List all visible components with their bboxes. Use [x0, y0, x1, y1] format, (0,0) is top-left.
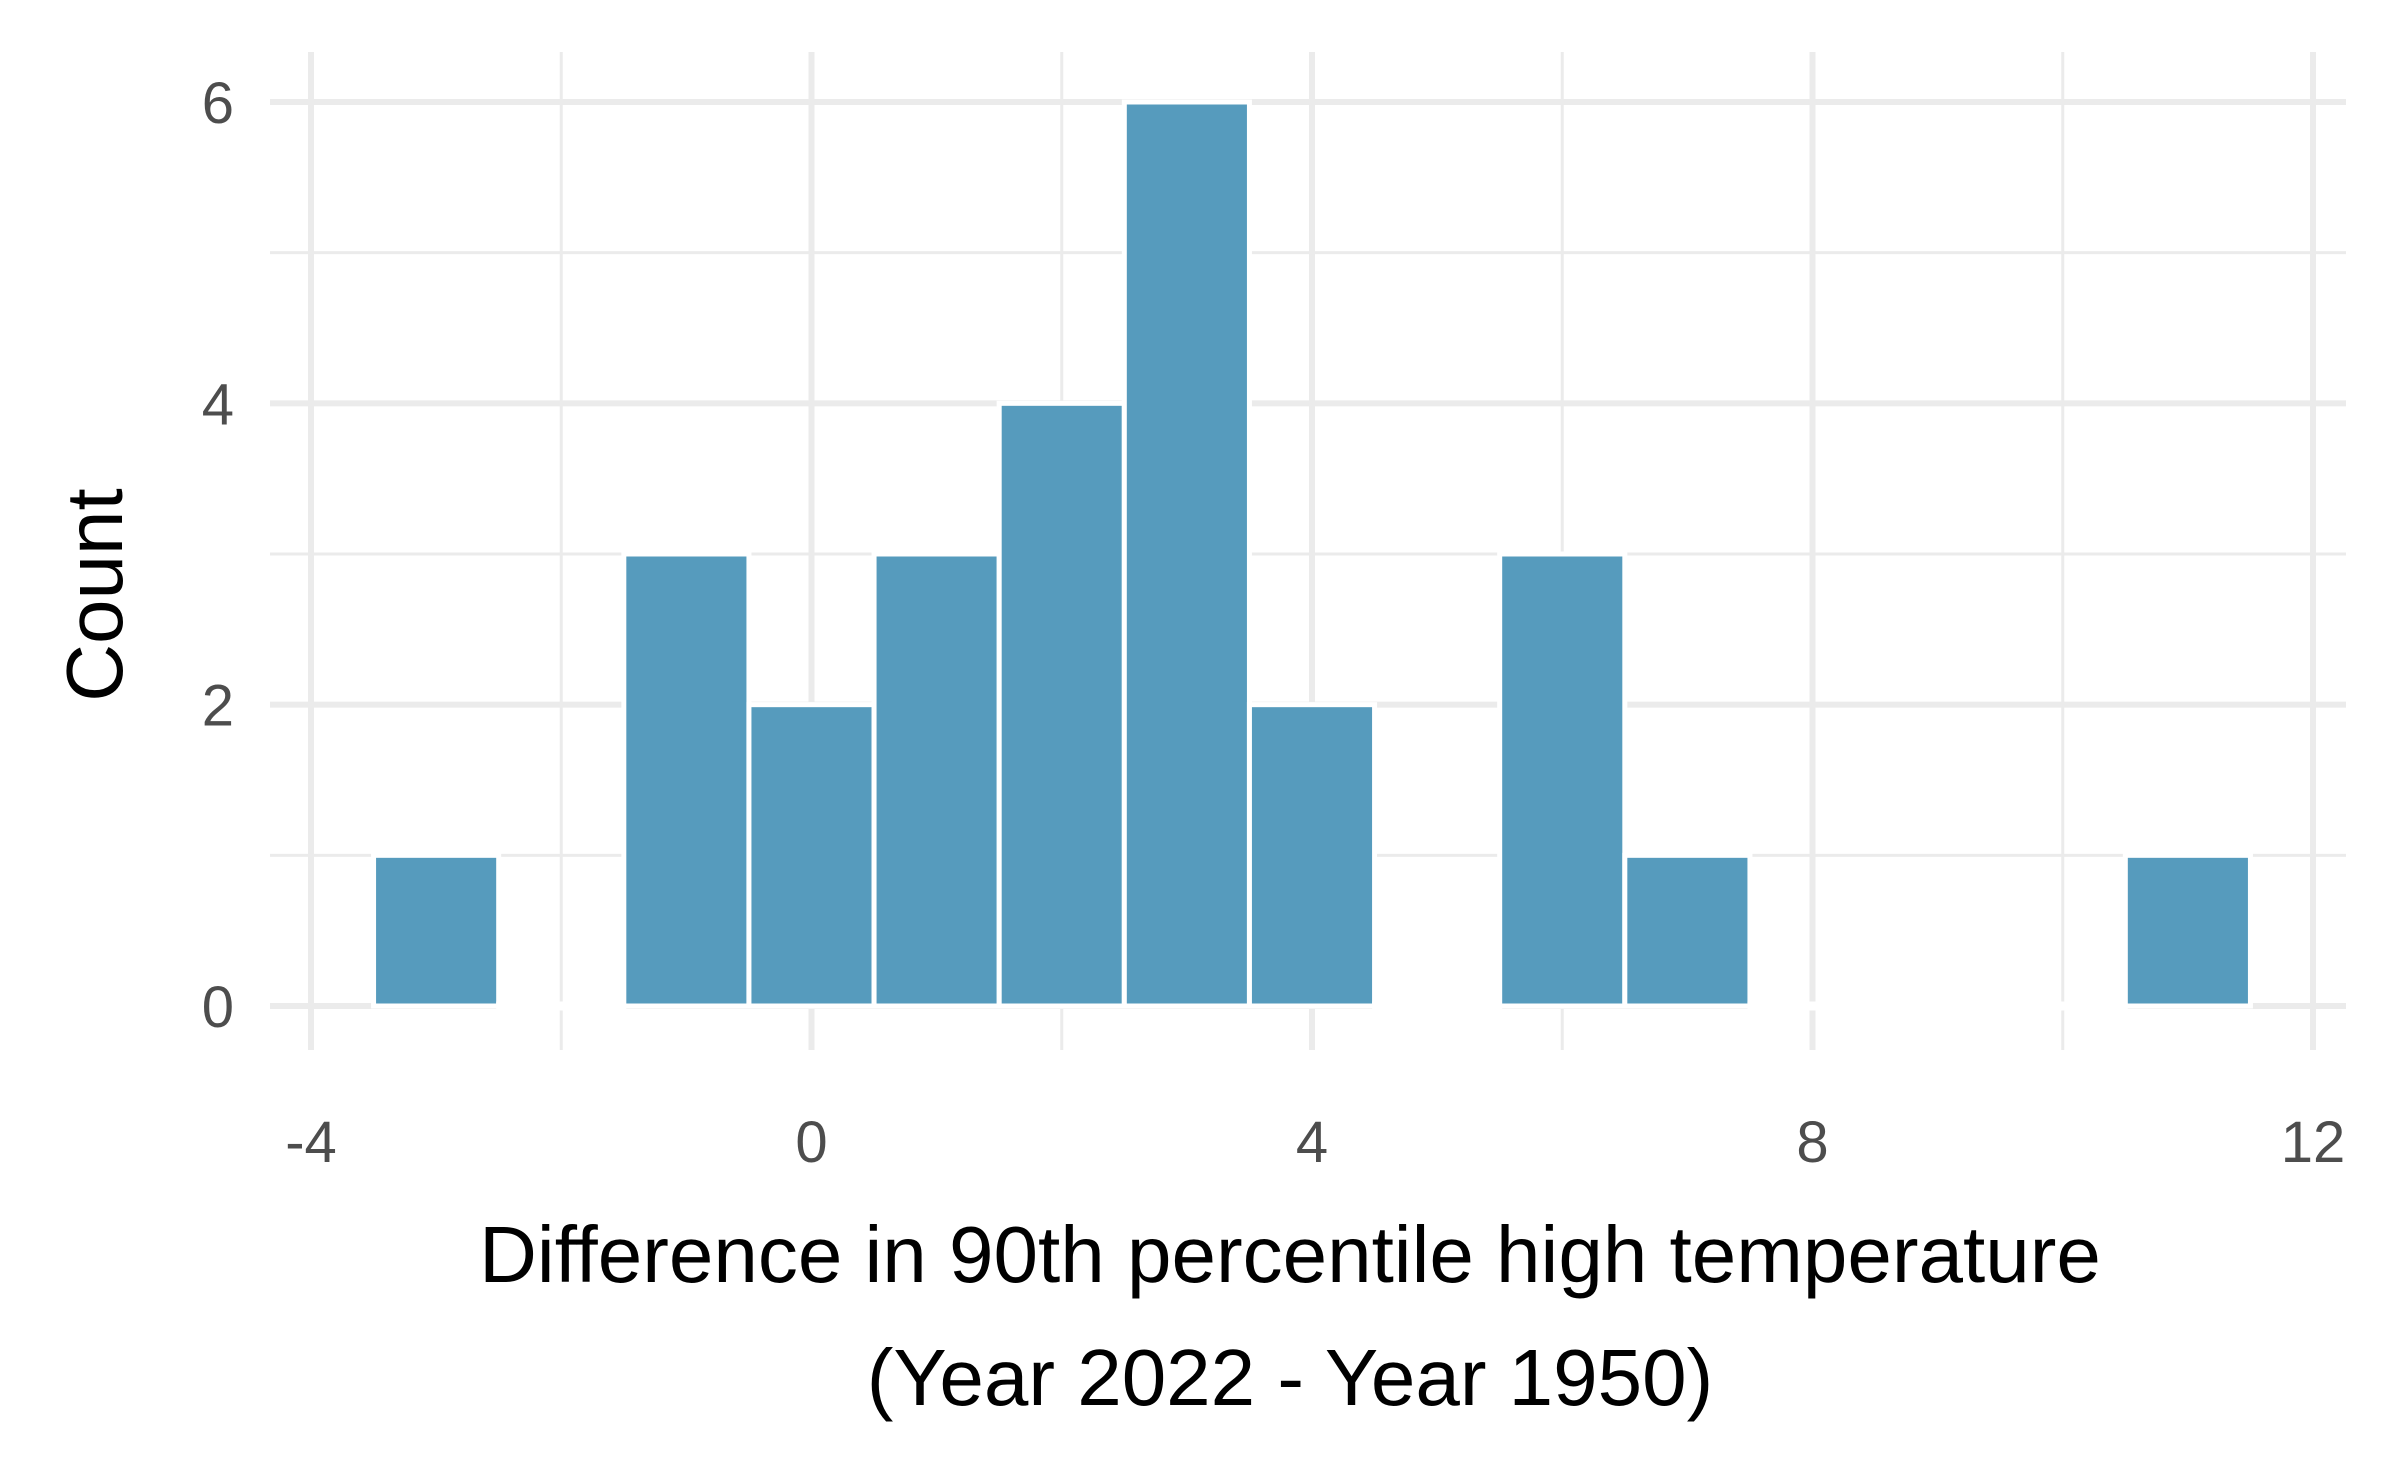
- y-tick-label: 4: [202, 372, 234, 437]
- histogram-bar: [1997, 1001, 2128, 1011]
- x-tick-label: 8: [1796, 1110, 1828, 1175]
- histogram-bar: [496, 1001, 627, 1011]
- histogram-bar: [1246, 702, 1378, 1009]
- histogram-bar: [1497, 551, 1628, 1009]
- histogram-bar: [1622, 852, 1753, 1009]
- y-tick-label: 6: [202, 71, 234, 136]
- histogram-bar: [746, 702, 877, 1009]
- y-tick-label: 2: [202, 674, 234, 739]
- histogram-bar: [1121, 99, 1252, 1009]
- x-axis-title-line1: Difference in 90th percentile high tempe…: [479, 1210, 2101, 1299]
- x-axis-tick-labels: -4 0 4 8 12: [285, 1110, 2345, 1175]
- x-tick-label: -4: [285, 1110, 337, 1175]
- y-tick-label: 0: [202, 975, 234, 1040]
- x-axis-title-line2: (Year 2022 - Year 1950): [867, 1333, 1714, 1422]
- histogram-bar: [621, 551, 752, 1009]
- histogram-bar: [1372, 1001, 1503, 1011]
- x-tick-label: 0: [795, 1110, 827, 1175]
- histogram-bar: [371, 852, 502, 1009]
- histogram-bar: [1872, 1001, 2003, 1011]
- y-axis-title: Count: [50, 488, 139, 701]
- histogram-bar: [1747, 1001, 1878, 1011]
- histogram-bar: [871, 551, 1002, 1009]
- histogram-bar: [996, 400, 1127, 1009]
- y-axis-tick-labels: 0 2 4 6: [202, 71, 234, 1040]
- histogram-bar: [2122, 852, 2253, 1009]
- histogram-bars: [371, 99, 2253, 1011]
- x-tick-label: 4: [1296, 1110, 1328, 1175]
- x-tick-label: 12: [2281, 1110, 2346, 1175]
